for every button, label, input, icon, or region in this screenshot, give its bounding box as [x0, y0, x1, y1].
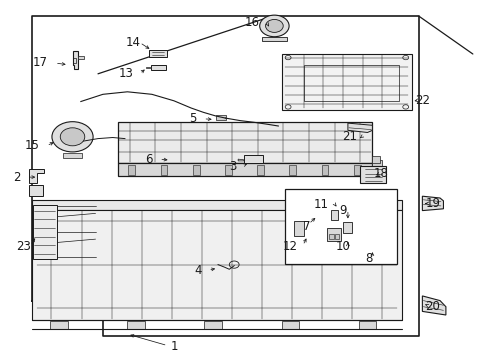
- Bar: [216, 115, 226, 120]
- Text: 21: 21: [342, 130, 357, 143]
- Bar: [161, 165, 168, 175]
- Bar: [321, 165, 328, 175]
- Polygon shape: [32, 200, 402, 210]
- Bar: [285, 189, 397, 264]
- Bar: [33, 205, 57, 259]
- Polygon shape: [118, 163, 372, 176]
- Text: 8: 8: [365, 252, 372, 265]
- Text: 3: 3: [229, 160, 236, 173]
- Circle shape: [260, 15, 289, 37]
- Polygon shape: [151, 65, 166, 70]
- Bar: [360, 166, 386, 183]
- Bar: [257, 165, 264, 175]
- Polygon shape: [359, 321, 376, 329]
- Circle shape: [266, 19, 283, 32]
- Polygon shape: [262, 37, 287, 41]
- Text: 2: 2: [13, 171, 21, 184]
- Text: 7: 7: [303, 220, 310, 233]
- Text: 6: 6: [146, 153, 153, 166]
- Text: 13: 13: [119, 67, 133, 80]
- Bar: [327, 228, 341, 241]
- Text: 23: 23: [16, 240, 31, 253]
- Text: 11: 11: [313, 198, 328, 211]
- Polygon shape: [146, 67, 151, 68]
- Text: 9: 9: [339, 204, 347, 217]
- Polygon shape: [348, 123, 372, 132]
- Bar: [329, 234, 334, 239]
- Polygon shape: [29, 185, 43, 196]
- Bar: [244, 155, 263, 163]
- Bar: [372, 156, 380, 163]
- Polygon shape: [422, 196, 443, 211]
- Polygon shape: [281, 321, 299, 329]
- Text: 16: 16: [245, 16, 260, 29]
- Bar: [335, 234, 339, 239]
- Bar: [304, 65, 399, 101]
- Text: 15: 15: [24, 139, 39, 152]
- Polygon shape: [127, 321, 145, 329]
- Bar: [331, 210, 338, 220]
- Bar: [294, 221, 304, 236]
- Polygon shape: [63, 153, 82, 158]
- Polygon shape: [422, 296, 446, 315]
- Bar: [372, 160, 382, 169]
- Polygon shape: [50, 321, 68, 329]
- Polygon shape: [78, 56, 84, 59]
- Bar: [290, 165, 296, 175]
- Bar: [128, 165, 135, 175]
- Bar: [368, 237, 377, 254]
- Polygon shape: [29, 169, 44, 183]
- Bar: [354, 165, 361, 175]
- Bar: [193, 165, 199, 175]
- Text: 10: 10: [336, 240, 350, 253]
- Polygon shape: [118, 122, 372, 163]
- Polygon shape: [282, 54, 412, 110]
- Bar: [225, 165, 232, 175]
- Text: 14: 14: [126, 36, 141, 49]
- Polygon shape: [32, 210, 402, 320]
- Text: 22: 22: [416, 94, 431, 107]
- Circle shape: [52, 122, 93, 152]
- Text: 1: 1: [170, 340, 178, 353]
- Polygon shape: [149, 50, 167, 57]
- Text: 17: 17: [33, 57, 48, 69]
- Text: 20: 20: [425, 300, 440, 313]
- Bar: [343, 222, 352, 233]
- Text: 4: 4: [195, 264, 202, 277]
- Text: 5: 5: [190, 112, 197, 125]
- Circle shape: [60, 128, 85, 146]
- Text: 12: 12: [283, 240, 298, 253]
- Text: 19: 19: [425, 197, 441, 210]
- Text: 18: 18: [373, 167, 388, 180]
- Polygon shape: [238, 159, 244, 161]
- Polygon shape: [73, 51, 78, 69]
- Polygon shape: [204, 321, 222, 329]
